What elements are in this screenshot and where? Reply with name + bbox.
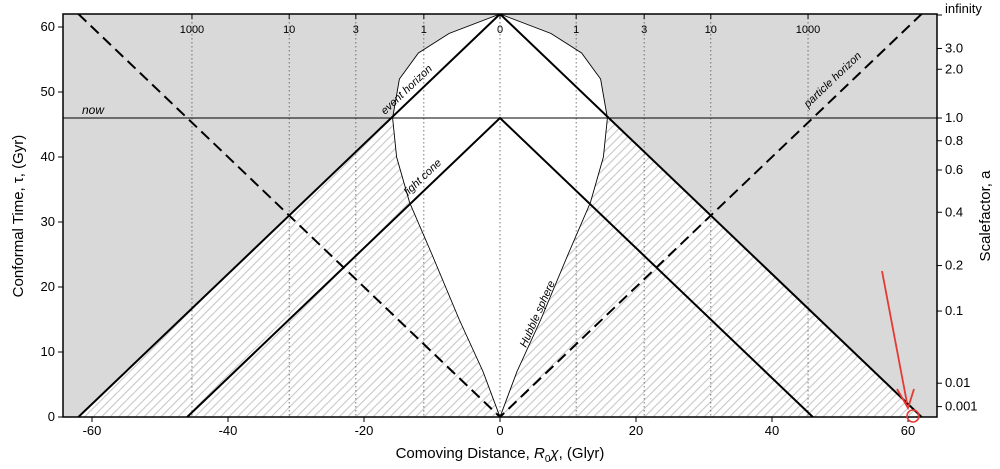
curves-group [63,14,937,417]
top-tick-label-2: 3 [353,24,359,36]
right-tick-label-6: 0.4 [945,204,963,219]
top-tick-label-7: 10 [705,24,717,36]
x-tick-label-0: -60 [83,423,102,438]
event-horizon-line [77,14,923,417]
x-axis-title: Comoving Distance, R0χ, (Glyr) [396,445,605,465]
redshift-axis: 1000 10 3 1 0 1 3 10 1000 [180,14,820,36]
x-tick-label-4: 20 [629,423,643,438]
top-tick-label-5: 1 [573,24,579,36]
curves-clip [63,14,937,417]
right-tick-label-8: 0.1 [945,303,963,318]
scalefactor-axis: infinity 3.0 2.0 1.0 0.8 0.6 0.4 0.2 0.1 0.01 0.00… [937,1,982,414]
marker-arrow-head [896,388,915,411]
marker-circle [906,409,920,423]
right-tick-label-2: 2.0 [945,61,963,76]
y-tick-label-5: 50 [41,84,55,99]
marker-arrow-shaft [881,270,908,404]
top-tick-label-1: 10 [283,24,295,36]
y-tick-label-0: 0 [48,409,55,424]
y-tick-label-1: 10 [41,344,55,359]
y-axis-title: Conformal Time, τ, (Gyr) [10,135,27,298]
x-tick-label-5: 40 [765,423,779,438]
y-tick-label-6: 60 [41,19,55,34]
hubble-sphere-line [392,14,608,417]
top-tick-label-0: 1000 [180,24,204,36]
y-tick-label-2: 20 [41,279,55,294]
y-tick-label-3: 30 [41,214,55,229]
x-tick-label-3: 0 [496,423,503,438]
x-tick-label-1: -40 [219,423,238,438]
top-tick-label-6: 3 [641,24,647,36]
particle-horizon-line [77,14,923,417]
right-tick-label-3: 1.0 [945,110,963,125]
y-tick-label-4: 40 [41,149,55,164]
top-tick-label-4: 0 [497,24,503,36]
right-tick-label-1: 3.0 [945,40,963,55]
y-axis: 0 10 20 30 40 50 60 [41,19,63,424]
top-tick-label-3: 1 [421,24,427,36]
right-tick-label-5: 0.6 [945,162,963,177]
x-tick-label-6: 60 [901,423,915,438]
now-label: now [82,103,105,117]
right-tick-label-0: infinity [945,1,982,16]
right-tick-label-7: 0.2 [945,258,963,273]
top-tick-label-8: 1000 [796,24,820,36]
x-axis: -60 -40 -20 0 20 40 60 [83,417,915,438]
right-tick-label-4: 0.8 [945,133,963,148]
highlight-marker [881,270,920,423]
right-tick-label-10: 0.001 [945,399,978,414]
x-tick-label-2: -20 [355,423,374,438]
right-axis-title: Scalefactor, a [977,170,994,262]
right-tick-label-9: 0.01 [945,375,970,390]
